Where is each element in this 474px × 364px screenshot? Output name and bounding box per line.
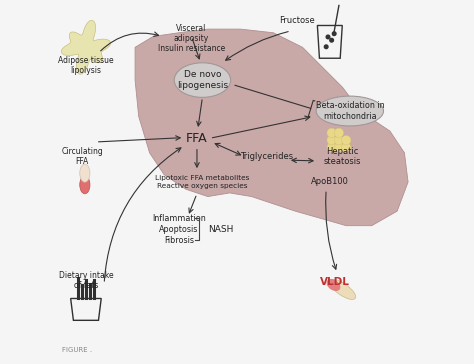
Text: Hepatic
steatosis: Hepatic steatosis [324,147,361,166]
Circle shape [334,143,344,152]
Text: Fructose: Fructose [279,16,315,25]
Text: Triglycerides: Triglycerides [239,152,292,161]
Polygon shape [135,29,408,226]
Ellipse shape [174,63,231,97]
Circle shape [326,35,330,39]
Ellipse shape [80,176,90,194]
Text: Lipotoxic FFA metabolites
Reactive oxygen species: Lipotoxic FFA metabolites Reactive oxyge… [155,175,250,189]
Text: ApoB100: ApoB100 [311,178,349,186]
Circle shape [324,45,328,48]
Circle shape [327,143,337,152]
Circle shape [334,128,344,138]
Text: Visceral
adiposity
Insulin resistance: Visceral adiposity Insulin resistance [158,24,225,54]
Text: Circulating
FFA: Circulating FFA [62,147,103,166]
Text: VLDL: VLDL [320,277,350,287]
Ellipse shape [327,279,340,291]
Text: De novo
lipogenesis: De novo lipogenesis [177,70,228,90]
Polygon shape [61,20,110,74]
Circle shape [330,39,334,42]
Circle shape [334,135,344,145]
Ellipse shape [80,164,90,182]
Ellipse shape [316,96,383,126]
Text: Beta-oxidation in
mitochondria: Beta-oxidation in mitochondria [316,101,384,121]
Circle shape [341,135,351,145]
Text: FFA: FFA [186,132,208,145]
Circle shape [332,32,336,35]
Ellipse shape [329,279,356,300]
Text: FIGURE .: FIGURE . [62,347,92,353]
Text: NASH: NASH [208,225,233,234]
Text: Dietary intake
of fats: Dietary intake of fats [59,270,113,290]
Text: Adipose tissue
lipolysis: Adipose tissue lipolysis [58,56,114,75]
Circle shape [327,135,337,145]
Circle shape [341,143,351,152]
Text: Inflammation
Apoptosis
Fibrosis: Inflammation Apoptosis Fibrosis [152,214,206,245]
Circle shape [327,128,337,138]
